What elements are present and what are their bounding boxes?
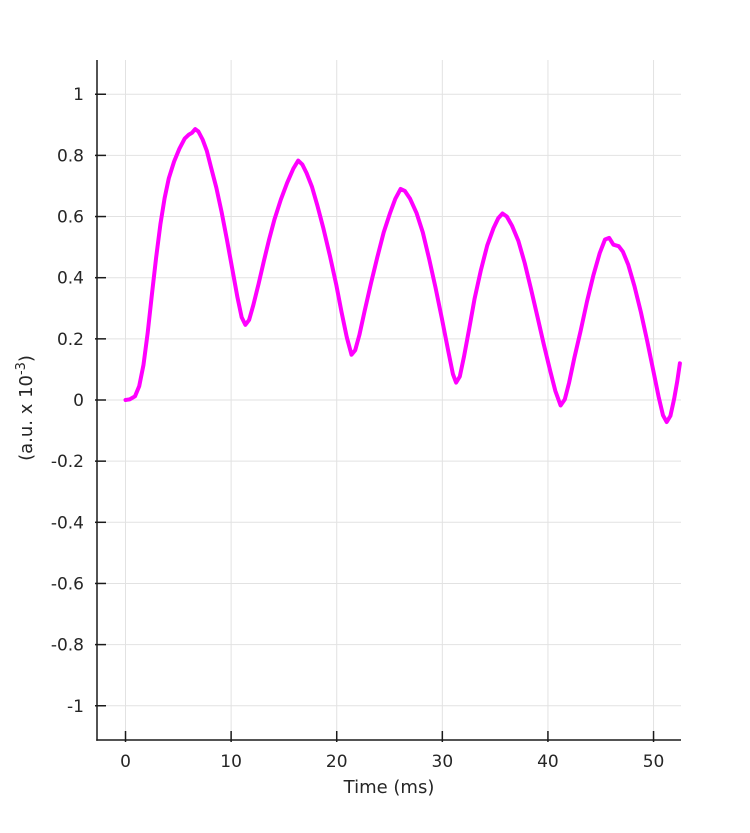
x-axis-title: Time (ms) — [343, 777, 435, 798]
x-tick-label: 10 — [220, 752, 242, 772]
x-tick-label: 30 — [432, 752, 454, 772]
y-tick-label: -0.2 — [51, 452, 84, 472]
y-tick-label: 0.2 — [57, 330, 84, 350]
y-axis-title-exponent: -3 — [14, 362, 29, 376]
y-tick-label: -0.8 — [51, 636, 84, 656]
x-tick-label: 0 — [120, 752, 131, 772]
x-tick-label: 40 — [537, 752, 559, 772]
y-tick-label: -0.4 — [51, 513, 84, 533]
y-tick-label: 0.8 — [57, 146, 84, 166]
y-tick-label: 1 — [73, 85, 84, 105]
y-axis-title-suffix: ) — [16, 355, 37, 363]
x-tick-label: 50 — [643, 752, 665, 772]
signal-line — [123, 127, 682, 424]
y-tick-label: 0.6 — [57, 208, 84, 228]
y-tick-label: -1 — [67, 697, 84, 717]
y-tick-label: -0.6 — [51, 574, 84, 594]
y-tick-label: 0 — [73, 391, 84, 411]
y-axis-title-prefix: (a.u. x 10 — [16, 375, 37, 461]
x-tick-label: 20 — [326, 752, 348, 772]
y-tick-label: 0.4 — [57, 269, 84, 289]
y-axis-title: (a.u. x 10-3) — [14, 355, 37, 461]
